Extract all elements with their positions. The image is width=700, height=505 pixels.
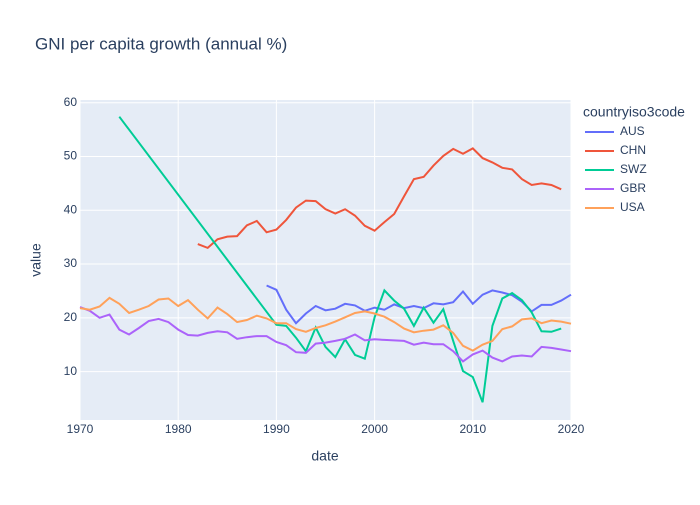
x-tick-label: 2000 [361, 422, 388, 436]
legend-label: GBR [620, 181, 646, 195]
chart-title: GNI per capita growth (annual %) [35, 34, 287, 53]
series-line [79, 296, 572, 352]
legend-label: AUS [620, 124, 645, 138]
y-axis-title: value [28, 243, 44, 277]
x-tick-label: 1990 [263, 422, 290, 436]
plot-area [80, 100, 571, 420]
y-tick-label: 50 [64, 149, 78, 163]
series-line [266, 284, 572, 325]
x-tick-label: 2010 [459, 422, 486, 436]
y-tick-label: 10 [64, 364, 78, 378]
series-line [79, 306, 572, 363]
legend-label: USA [620, 200, 645, 214]
y-tick-label: 60 [64, 95, 78, 109]
series-line [197, 147, 562, 250]
y-tick-label: 20 [64, 310, 78, 324]
legend-label: CHN [620, 143, 646, 157]
y-tick-label: 40 [64, 202, 78, 216]
x-tick-label: 1970 [67, 422, 94, 436]
legend-title: countryiso3code [583, 104, 685, 120]
x-tick-label: 1980 [165, 422, 192, 436]
y-tick-label: 30 [64, 256, 78, 270]
legend-label: SWZ [620, 162, 647, 176]
x-tick-label: 2020 [558, 422, 585, 436]
x-axis-title: date [311, 448, 338, 464]
